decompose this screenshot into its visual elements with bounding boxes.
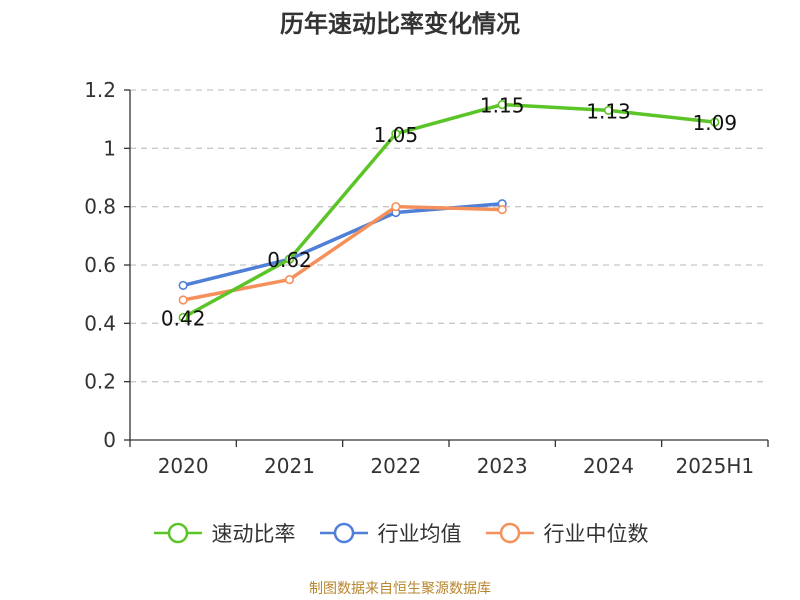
x-tick-label: 2020 bbox=[158, 454, 209, 478]
data-point bbox=[497, 99, 507, 110]
data-label: 1.09 bbox=[693, 111, 738, 135]
y-tick-label: 0.2 bbox=[84, 370, 116, 394]
legend-label: 行业中位数 bbox=[543, 522, 649, 546]
data-point bbox=[284, 254, 295, 264]
legend-line-marker-icon bbox=[485, 522, 534, 544]
legend-item[interactable]: 行业中位数 bbox=[484, 518, 649, 548]
series-line bbox=[181, 204, 504, 302]
data-label: 0.62 bbox=[267, 248, 312, 272]
legend: 速动比率 行业均值 行业中位数 bbox=[0, 518, 800, 548]
y-tick-label: 0.6 bbox=[84, 253, 116, 277]
data-point bbox=[710, 117, 720, 127]
data-label: 1.15 bbox=[480, 94, 525, 118]
data-label: 1.13 bbox=[586, 99, 631, 123]
series-行业中位数 bbox=[178, 202, 507, 305]
series-line bbox=[181, 102, 717, 320]
y-axis: 0 0.2 0.4 0.6 0.8 1 1.2 bbox=[84, 78, 130, 452]
source-note: 制图数据来自恒生聚源数据库 bbox=[309, 581, 491, 597]
data-point bbox=[178, 280, 188, 291]
legend-label: 行业均值 bbox=[377, 522, 462, 546]
data-point bbox=[391, 129, 401, 139]
data-point bbox=[284, 274, 295, 285]
y-tick-label: 1.2 bbox=[84, 78, 116, 102]
x-tick-label: 2021 bbox=[264, 454, 315, 478]
data-label: 1.05 bbox=[374, 123, 419, 147]
x-tick-label: 2024 bbox=[583, 454, 634, 478]
y-tick-label: 1 bbox=[103, 136, 116, 160]
data-point bbox=[391, 202, 401, 212]
x-tick-label: 2023 bbox=[477, 454, 528, 478]
x-tick-label: 2022 bbox=[370, 454, 421, 478]
series-速动比率: 0.42 0.62 1.05 1.15 1.13 1.09 bbox=[161, 94, 737, 331]
legend-line-marker-icon bbox=[319, 522, 368, 544]
legend-item[interactable]: 速动比率 bbox=[152, 518, 296, 548]
data-point bbox=[497, 204, 507, 215]
data-point bbox=[603, 105, 614, 116]
y-tick-label: 0 bbox=[103, 428, 116, 452]
data-point bbox=[178, 312, 188, 323]
data-point bbox=[178, 295, 188, 305]
chart-title: 历年速动比率变化情况 bbox=[280, 10, 520, 38]
y-tick-label: 0.8 bbox=[84, 195, 116, 219]
gridlines bbox=[130, 89, 768, 383]
legend-line-marker-icon bbox=[153, 522, 202, 544]
x-axis: 2020 2021 2022 2023 2024 2025H1 bbox=[129, 440, 769, 478]
legend-label: 速动比率 bbox=[211, 522, 296, 546]
data-label: 0.42 bbox=[161, 307, 206, 331]
y-tick-label: 0.4 bbox=[84, 311, 116, 335]
x-tick-label: 2025H1 bbox=[675, 454, 754, 478]
legend-item[interactable]: 行业均值 bbox=[318, 518, 462, 548]
